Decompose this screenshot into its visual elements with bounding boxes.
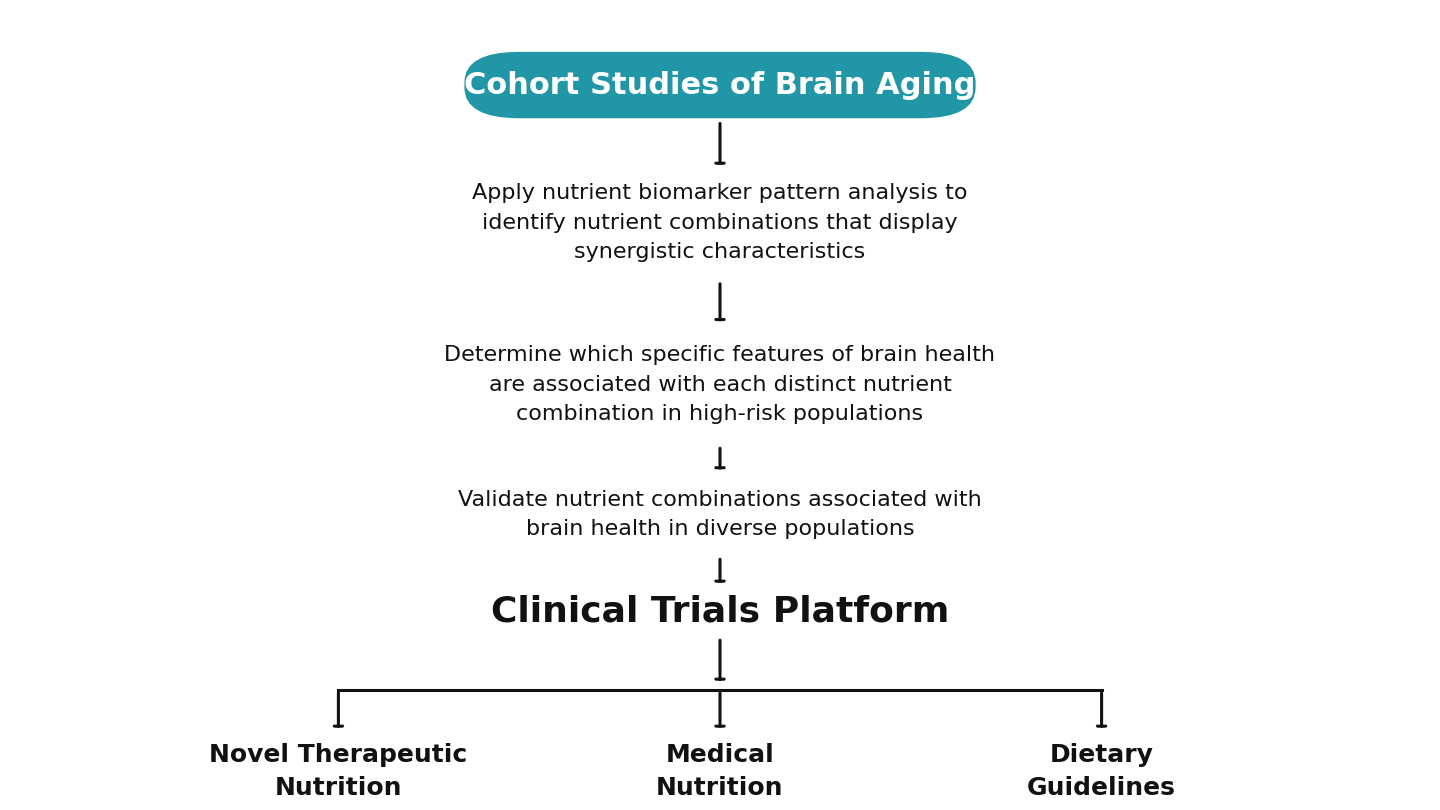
Text: Medical
Nutrition: Medical Nutrition xyxy=(657,743,783,800)
Text: Apply nutrient biomarker pattern analysis to
identify nutrient combinations that: Apply nutrient biomarker pattern analysi… xyxy=(472,183,968,262)
Text: Clinical Trials Platform: Clinical Trials Platform xyxy=(491,595,949,629)
Text: Validate nutrient combinations associated with
brain health in diverse populatio: Validate nutrient combinations associate… xyxy=(458,489,982,539)
Text: Cohort Studies of Brain Aging: Cohort Studies of Brain Aging xyxy=(464,70,976,100)
Text: Novel Therapeutic
Nutrition: Novel Therapeutic Nutrition xyxy=(209,743,468,800)
FancyBboxPatch shape xyxy=(464,52,976,118)
Text: Determine which specific features of brain health
are associated with each disti: Determine which specific features of bra… xyxy=(445,345,995,424)
Text: Dietary
Guidelines: Dietary Guidelines xyxy=(1027,743,1176,800)
